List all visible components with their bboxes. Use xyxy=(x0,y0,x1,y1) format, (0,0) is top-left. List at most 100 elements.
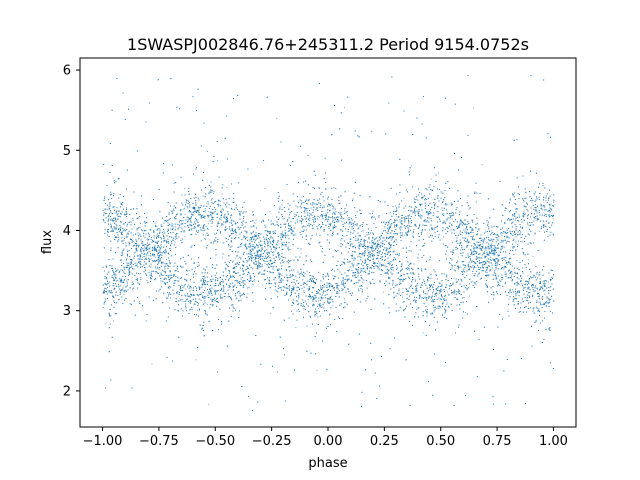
data-point xyxy=(269,245,271,247)
data-point xyxy=(391,239,392,241)
data-point xyxy=(446,301,448,303)
data-point xyxy=(433,291,435,293)
data-point xyxy=(235,222,236,224)
data-point xyxy=(418,260,420,262)
data-point xyxy=(452,242,454,243)
data-point xyxy=(404,235,406,237)
data-point xyxy=(196,309,198,311)
data-point xyxy=(235,257,237,259)
data-point xyxy=(274,289,276,290)
data-point xyxy=(218,293,220,295)
data-point xyxy=(215,285,217,286)
data-point xyxy=(232,285,234,287)
data-point xyxy=(119,285,121,287)
data-point xyxy=(218,284,220,286)
data-point xyxy=(120,261,122,263)
data-point xyxy=(278,217,280,219)
data-point xyxy=(401,296,403,298)
data-point xyxy=(394,205,396,207)
data-point xyxy=(409,246,411,247)
data-point xyxy=(502,241,504,243)
data-point xyxy=(509,198,511,200)
data-point xyxy=(509,231,511,233)
data-point xyxy=(521,241,523,243)
data-point xyxy=(371,241,373,243)
data-point xyxy=(306,217,307,219)
data-point xyxy=(544,293,546,295)
data-point xyxy=(205,234,207,236)
data-point xyxy=(233,260,234,262)
data-point xyxy=(344,107,345,109)
data-point xyxy=(174,239,176,240)
data-point xyxy=(473,107,474,109)
data-point xyxy=(151,363,153,365)
data-point xyxy=(117,216,119,218)
data-point xyxy=(131,221,132,223)
data-point xyxy=(109,231,111,232)
data-point xyxy=(280,234,282,236)
data-point xyxy=(289,276,291,278)
data-point xyxy=(146,244,147,246)
data-point xyxy=(482,243,484,245)
data-point xyxy=(190,288,192,290)
data-point xyxy=(161,226,163,227)
data-point xyxy=(268,260,270,262)
data-point xyxy=(266,264,267,266)
data-point xyxy=(335,213,336,215)
data-point xyxy=(332,211,334,213)
data-point xyxy=(163,231,165,233)
data-point xyxy=(443,220,445,222)
data-point xyxy=(330,234,332,236)
data-point xyxy=(226,187,228,188)
data-point xyxy=(205,287,206,289)
data-point xyxy=(132,290,134,292)
data-point xyxy=(532,256,534,258)
data-point xyxy=(485,246,486,248)
data-point xyxy=(221,193,223,195)
data-point xyxy=(393,293,395,295)
data-point xyxy=(470,254,472,255)
data-point xyxy=(305,219,307,220)
data-point xyxy=(299,220,301,222)
data-point xyxy=(214,279,216,280)
data-point xyxy=(208,281,210,282)
data-point xyxy=(385,241,387,242)
data-point xyxy=(177,233,179,234)
data-point xyxy=(144,249,146,251)
data-point xyxy=(316,297,318,299)
data-point xyxy=(221,257,223,259)
data-point xyxy=(427,221,429,223)
data-point xyxy=(134,252,136,254)
data-point xyxy=(104,323,106,325)
data-point xyxy=(207,151,208,152)
data-point xyxy=(550,203,552,205)
data-point xyxy=(497,280,498,282)
data-point xyxy=(102,215,104,217)
data-point xyxy=(276,117,278,119)
data-point xyxy=(126,249,128,251)
data-point xyxy=(430,178,432,180)
data-point xyxy=(379,264,381,266)
data-point xyxy=(318,187,320,189)
data-point xyxy=(205,239,206,240)
data-point xyxy=(184,294,185,296)
data-point xyxy=(112,269,114,271)
data-point xyxy=(300,252,302,254)
data-point xyxy=(113,220,115,222)
data-point xyxy=(409,272,411,274)
data-point xyxy=(264,262,266,264)
data-point xyxy=(139,262,141,264)
data-point xyxy=(476,247,478,249)
data-point xyxy=(490,256,492,258)
data-point xyxy=(210,225,212,227)
data-point xyxy=(371,250,373,251)
data-point xyxy=(371,131,373,132)
data-point xyxy=(133,241,134,242)
data-point xyxy=(527,275,529,277)
data-point xyxy=(457,256,459,258)
data-point xyxy=(333,234,334,236)
data-point xyxy=(272,266,273,268)
data-point xyxy=(390,273,392,275)
data-point xyxy=(491,230,493,232)
data-point xyxy=(512,289,513,291)
